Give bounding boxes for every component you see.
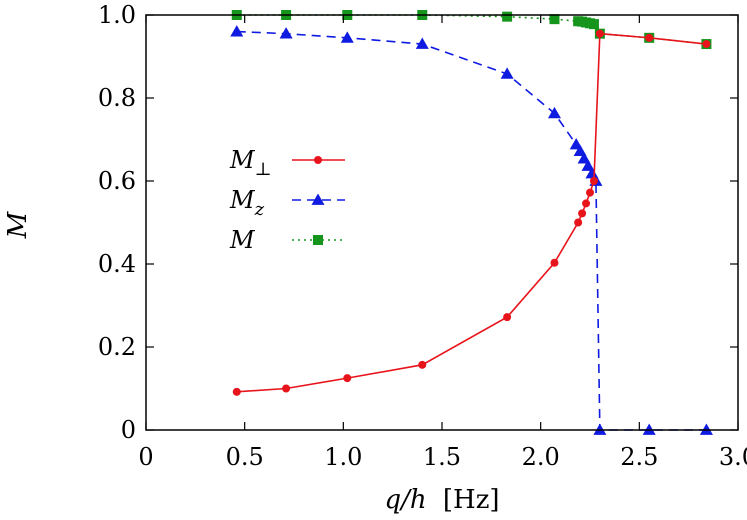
x-tick-label: 1.0	[324, 443, 362, 471]
data-point	[547, 106, 561, 119]
data-point	[589, 177, 598, 185]
data-point	[699, 423, 713, 435]
legend-marker	[311, 193, 325, 205]
y-tick-label: 0.4	[98, 250, 136, 278]
data-point	[642, 423, 656, 435]
data-point	[586, 188, 594, 197]
data-point	[500, 67, 514, 79]
legend-marker	[314, 156, 322, 164]
series-layer	[230, 10, 713, 435]
data-point	[702, 40, 711, 49]
data-point	[593, 423, 607, 435]
x-tick-label: 2.5	[620, 443, 658, 471]
legend-label-subscript: ⊥	[255, 159, 272, 180]
y-tick-label: 0	[121, 416, 136, 444]
data-point	[415, 37, 429, 49]
data-point	[585, 167, 599, 179]
data-point	[595, 29, 604, 38]
data-point	[549, 14, 560, 25]
y-axis-label: M	[3, 210, 33, 239]
x-axis-label: q/h [Hz]	[384, 485, 499, 515]
y-tick-label: 0.8	[98, 84, 136, 112]
data-point	[577, 152, 591, 164]
x-tick-label: 0	[138, 443, 153, 471]
legend: M⊥MzM	[229, 146, 345, 254]
data-point	[573, 144, 587, 156]
data-point	[574, 218, 583, 227]
legend-entry-m: M	[229, 226, 345, 254]
data-point	[503, 313, 512, 322]
data-point	[418, 360, 427, 369]
legend-label-subscript: z	[254, 199, 265, 220]
x-tick-label: 3.0	[719, 443, 747, 471]
y-tick-label: 1.0	[98, 1, 136, 29]
data-point	[232, 387, 241, 396]
legend-entry-m-perp: M⊥	[229, 146, 345, 180]
data-point	[588, 19, 599, 30]
data-point	[645, 33, 654, 42]
data-point	[279, 27, 293, 39]
data-point	[582, 199, 591, 208]
legend-label: Mz	[229, 186, 265, 220]
data-point	[340, 31, 354, 43]
data-point	[550, 258, 559, 267]
series-line	[236, 32, 707, 393]
data-point	[502, 11, 513, 22]
x-tick-label: 1.5	[423, 443, 461, 471]
legend-label: M	[229, 226, 256, 254]
y-tick-label: 0.6	[98, 167, 136, 195]
x-axis-label-unit: [Hz]	[443, 485, 500, 515]
legend-label: M⊥	[229, 146, 272, 180]
legend-label-base: M	[229, 226, 256, 254]
legend-label-base: M	[229, 146, 256, 174]
x-tick-label: 0.5	[226, 443, 264, 471]
x-tick-label: 2.0	[522, 443, 560, 471]
data-point	[230, 25, 244, 37]
legend-marker	[313, 235, 323, 245]
x-axis-label-variable: q/h	[384, 485, 426, 515]
series-m-perp	[232, 29, 711, 396]
series-m-z	[230, 25, 713, 435]
ticks-layer: 0 0.5 1.0 1.5 2.0 2.5 3.0 0 0.2 0.4 0.6 0.8 1.0	[98, 1, 747, 471]
data-point	[581, 159, 595, 171]
data-point	[578, 209, 587, 218]
y-tick-label: 0.2	[98, 333, 136, 361]
legend-entry-m-z: Mz	[229, 186, 345, 220]
data-point	[343, 374, 352, 383]
data-point	[282, 384, 291, 393]
legend-label-base: M	[229, 186, 256, 214]
